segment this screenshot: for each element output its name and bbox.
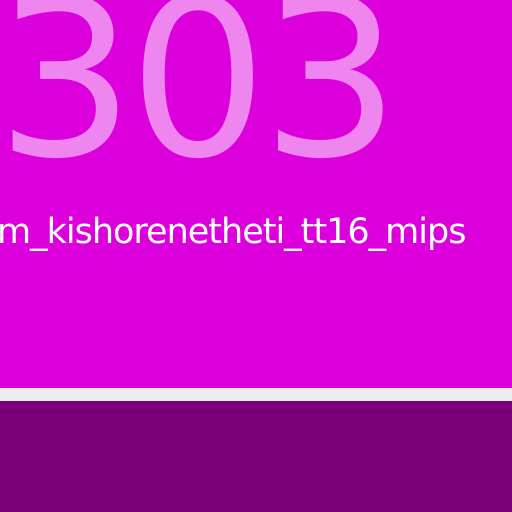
divider [0,388,512,401]
bottom-panel [0,401,512,512]
big-number: 303 [0,0,400,207]
top-panel: 303 m_kishorenetheti_tt16_mips [0,0,512,388]
app-name: m_kishorenetheti_tt16_mips [0,212,466,252]
